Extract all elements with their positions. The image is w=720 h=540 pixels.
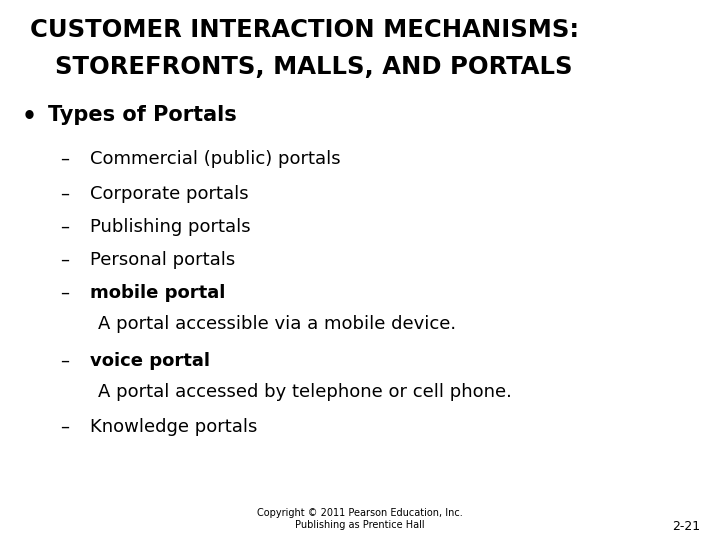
Text: 2-21: 2-21 [672, 520, 700, 533]
Text: –: – [60, 150, 69, 168]
Text: –: – [60, 418, 69, 436]
Text: CUSTOMER INTERACTION MECHANISMS:: CUSTOMER INTERACTION MECHANISMS: [30, 18, 579, 42]
Text: –: – [60, 251, 69, 269]
Text: Copyright © 2011 Pearson Education, Inc.: Copyright © 2011 Pearson Education, Inc. [257, 508, 463, 518]
Text: Commercial (public) portals: Commercial (public) portals [90, 150, 341, 168]
Text: Personal portals: Personal portals [90, 251, 235, 269]
Text: –: – [60, 284, 69, 302]
Text: •: • [22, 105, 37, 129]
Text: Knowledge portals: Knowledge portals [90, 418, 257, 436]
Text: –: – [60, 185, 69, 203]
Text: voice portal: voice portal [90, 352, 210, 370]
Text: mobile portal: mobile portal [90, 284, 225, 302]
Text: Corporate portals: Corporate portals [90, 185, 248, 203]
Text: –: – [60, 218, 69, 236]
Text: Types of Portals: Types of Portals [48, 105, 237, 125]
Text: Publishing as Prentice Hall: Publishing as Prentice Hall [295, 520, 425, 530]
Text: Publishing portals: Publishing portals [90, 218, 251, 236]
Text: –: – [60, 352, 69, 370]
Text: A portal accessed by telephone or cell phone.: A portal accessed by telephone or cell p… [98, 383, 512, 401]
Text: STOREFRONTS, MALLS, AND PORTALS: STOREFRONTS, MALLS, AND PORTALS [55, 55, 572, 79]
Text: A portal accessible via a mobile device.: A portal accessible via a mobile device. [98, 315, 456, 333]
